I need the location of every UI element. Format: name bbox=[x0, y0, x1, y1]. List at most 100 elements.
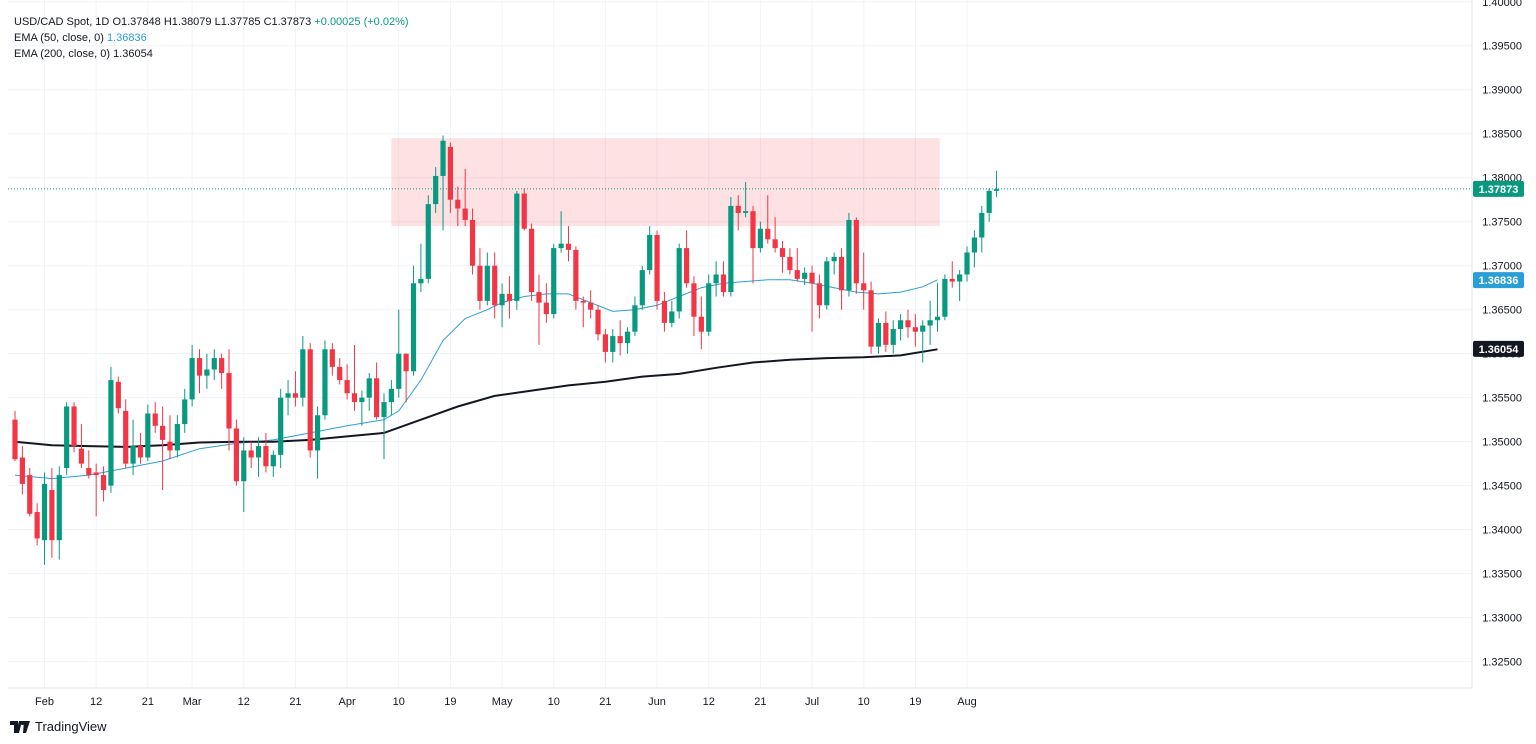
candle-body-84 bbox=[632, 305, 638, 332]
candle-14 bbox=[115, 376, 121, 414]
candle-80 bbox=[602, 329, 608, 363]
candle-body-109 bbox=[816, 283, 823, 306]
candle-body-95 bbox=[713, 274, 719, 284]
candle-body-106 bbox=[794, 270, 800, 279]
candle-body-81 bbox=[610, 336, 616, 352]
candle-body-133 bbox=[993, 189, 1000, 191]
price-axis[interactable]: 1.400001.395001.390001.385001.380001.375… bbox=[1471, 0, 1524, 688]
y-tick-label-7: 1.36500 bbox=[1482, 305, 1522, 317]
candle-117 bbox=[875, 318, 882, 354]
ema50-value: 1.36836 bbox=[106, 32, 147, 44]
candles bbox=[12, 135, 1000, 565]
candle-27 bbox=[211, 349, 217, 381]
candle-124 bbox=[927, 300, 933, 345]
candle-body-129 bbox=[964, 252, 970, 275]
candle-67 bbox=[506, 276, 513, 319]
candle-body-30 bbox=[233, 428, 239, 482]
candle-body-72 bbox=[543, 302, 549, 315]
candle-body-119 bbox=[890, 329, 896, 345]
candle-body-36 bbox=[278, 397, 284, 455]
candle-body-82 bbox=[617, 336, 623, 344]
candle-131 bbox=[979, 205, 985, 253]
candle-body-11 bbox=[93, 472, 99, 476]
candle-body-25 bbox=[196, 358, 203, 376]
candle-4 bbox=[41, 472, 48, 565]
candle-8 bbox=[71, 402, 77, 453]
candle-64 bbox=[484, 252, 490, 306]
candle-body-18 bbox=[145, 413, 151, 458]
price-tag-label-0: 1.37873 bbox=[1479, 184, 1519, 196]
candle-38 bbox=[292, 371, 299, 407]
x-tick-label-11: 21 bbox=[599, 696, 611, 708]
candle-71 bbox=[536, 274, 542, 345]
x-tick-label-16: 10 bbox=[858, 696, 870, 708]
candle-body-100 bbox=[750, 211, 756, 249]
candle-body-63 bbox=[477, 265, 483, 301]
y-tick-label-11: 1.34500 bbox=[1482, 481, 1522, 493]
candle-body-1 bbox=[19, 457, 25, 484]
candle-86 bbox=[647, 226, 653, 275]
candle-body-49 bbox=[374, 378, 380, 418]
candle-54 bbox=[410, 265, 417, 376]
candle-body-105 bbox=[787, 256, 793, 271]
candle-body-73 bbox=[551, 248, 557, 315]
x-tick-label-18: Aug bbox=[957, 696, 977, 708]
candle-body-19 bbox=[152, 413, 158, 426]
candle-body-125 bbox=[934, 316, 941, 321]
candle-body-126 bbox=[942, 278, 948, 317]
candle-62 bbox=[469, 208, 476, 275]
candle-body-40 bbox=[307, 349, 313, 451]
time-axis[interactable]: Feb 12 21 Mar 12 21 Apr 10 19 May 10 21 Jun 12 21 Jul 10… bbox=[8, 687, 1472, 708]
candle-body-112 bbox=[838, 256, 845, 291]
candle-body-4 bbox=[41, 483, 48, 541]
candle-body-93 bbox=[698, 316, 704, 332]
candle-16 bbox=[130, 419, 136, 476]
candle-79 bbox=[595, 305, 601, 341]
candle-45 bbox=[344, 364, 350, 400]
candle-body-38 bbox=[292, 393, 299, 398]
candle-122 bbox=[912, 314, 918, 347]
candle-107 bbox=[802, 267, 808, 286]
candle-body-28 bbox=[219, 358, 225, 374]
candle-46 bbox=[351, 344, 358, 411]
candle-body-56 bbox=[425, 204, 431, 279]
y-tick-label-2: 1.39000 bbox=[1482, 85, 1522, 97]
candle-body-113 bbox=[846, 219, 852, 291]
candle-5 bbox=[49, 468, 55, 558]
symbol-legend-row[interactable]: USD/CAD Spot, 1D O1.37848 H1.38079 L1.37… bbox=[14, 14, 409, 30]
candle-body-32 bbox=[248, 450, 254, 458]
candle-20 bbox=[160, 406, 166, 491]
candle-99 bbox=[743, 182, 749, 218]
candle-body-60 bbox=[455, 199, 461, 209]
candle-body-2 bbox=[27, 475, 33, 514]
candle-59 bbox=[447, 142, 454, 213]
candle-103 bbox=[772, 217, 778, 253]
candle-24 bbox=[189, 344, 195, 407]
candle-97 bbox=[728, 197, 734, 297]
candle-126 bbox=[942, 274, 948, 321]
candle-55 bbox=[418, 243, 424, 293]
candle-body-122 bbox=[912, 327, 918, 332]
candle-76 bbox=[573, 246, 579, 310]
candle-39 bbox=[300, 336, 306, 407]
ema200-legend-row[interactable]: EMA (200, close, 0) 1.36054 bbox=[14, 46, 409, 62]
candle-body-14 bbox=[115, 381, 121, 409]
candle-10 bbox=[86, 450, 92, 479]
candle-49 bbox=[374, 362, 380, 420]
candle-body-76 bbox=[573, 249, 579, 301]
candle-115 bbox=[861, 252, 867, 310]
ema50-legend-row[interactable]: EMA (50, close, 0) 1.36836 bbox=[14, 30, 409, 46]
candle-body-80 bbox=[602, 334, 608, 352]
candle-body-110 bbox=[824, 261, 830, 306]
candle-body-12 bbox=[100, 475, 107, 491]
candle-128 bbox=[957, 270, 963, 301]
candle-body-78 bbox=[588, 302, 594, 310]
tradingview-logo[interactable]: TradingView bbox=[10, 719, 107, 734]
candle-body-107 bbox=[802, 272, 808, 279]
candle-body-69 bbox=[521, 193, 527, 229]
candle-body-96 bbox=[720, 274, 727, 293]
candle-2 bbox=[27, 468, 33, 517]
candle-body-26 bbox=[204, 369, 210, 376]
candle-47 bbox=[359, 390, 365, 426]
